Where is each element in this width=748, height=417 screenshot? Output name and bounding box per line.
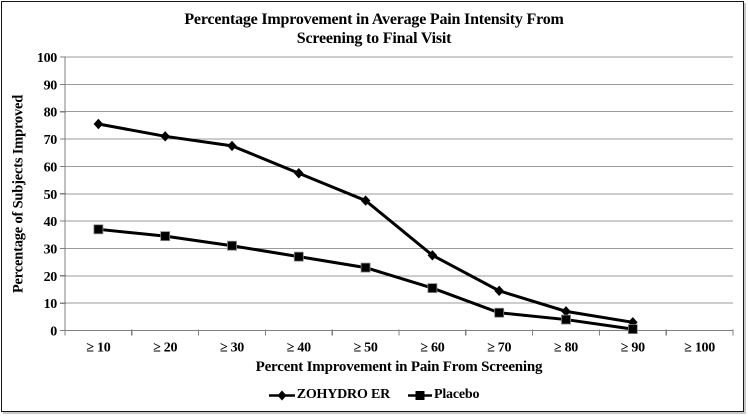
y-tick-label: 80: [44, 106, 58, 121]
data-point-diamond-zohydro-er: [427, 250, 438, 261]
data-point-square-placebo: [427, 283, 438, 294]
data-point-diamond-zohydro-er: [294, 168, 304, 179]
data-point-diamond-zohydro-er: [93, 118, 104, 130]
chart-title-line-2: Screening to Final Visit: [296, 30, 452, 47]
x-tick-label: ≥ 50: [354, 341, 378, 356]
chart-title: Percentage Improvement in Average Pain I…: [0, 10, 748, 48]
data-point-diamond-zohydro-er: [561, 306, 571, 317]
x-tick-label: ≥ 80: [554, 341, 578, 356]
x-tick-label: ≥ 100: [684, 341, 715, 356]
y-tick-label: 90: [44, 78, 58, 93]
y-tick-label: 70: [44, 133, 58, 148]
legend-label-placebo: Placebo: [434, 387, 480, 402]
legend-label-zohydro-er: ZOHYDRO ER: [296, 387, 391, 402]
x-tick-label: ≥ 30: [220, 341, 244, 356]
data-point-square-placebo: [627, 324, 638, 335]
data-point-square-placebo: [227, 240, 237, 251]
y-tick-label: 20: [44, 270, 58, 285]
y-tick-label: 50: [44, 188, 58, 203]
x-tick-label: ≥ 20: [153, 341, 177, 356]
y-tick-label: 40: [44, 215, 58, 230]
data-point-diamond-zohydro-er: [227, 140, 237, 152]
x-axis-title: Percent Improvement in Pain From Screeni…: [255, 359, 543, 375]
square-marker-icon: [408, 390, 433, 400]
data-point-diamond-zohydro-er: [160, 131, 170, 142]
data-point-square-placebo: [93, 224, 104, 235]
data-point-diamond-zohydro-er: [360, 195, 371, 206]
series-line-placebo: [98, 227, 634, 331]
data-point-diamond-zohydro-er: [494, 285, 504, 297]
legend-item-placebo: Placebo: [408, 387, 479, 403]
legend-item-zohydro-er: ZOHYDRO ER: [268, 387, 391, 403]
data-point-square-placebo: [494, 307, 505, 318]
data-point-square-placebo: [160, 231, 171, 242]
chart-title-line-1: Percentage Improvement in Average Pain I…: [184, 11, 564, 28]
series-line-zohydro-er: [98, 122, 634, 324]
data-point-square-placebo: [561, 314, 571, 325]
y-tick-label: 100: [37, 51, 57, 66]
y-tick-label: 60: [44, 160, 58, 175]
x-tick-label: ≥ 60: [420, 341, 444, 356]
data-point-square-placebo: [360, 262, 371, 273]
y-tick-label: 30: [44, 242, 58, 257]
x-tick-label: ≥ 10: [86, 341, 110, 356]
x-tick-label: ≥ 40: [287, 341, 311, 356]
y-tick-label: 10: [44, 297, 58, 312]
x-tick-label: ≥ 90: [621, 341, 645, 356]
diamond-marker-icon: [268, 390, 295, 400]
x-tick-label: ≥ 70: [487, 341, 511, 356]
y-tick-label: 0: [50, 325, 57, 340]
data-point-square-placebo: [293, 251, 304, 262]
legend: ZOHYDRO ER Placebo: [0, 387, 748, 403]
